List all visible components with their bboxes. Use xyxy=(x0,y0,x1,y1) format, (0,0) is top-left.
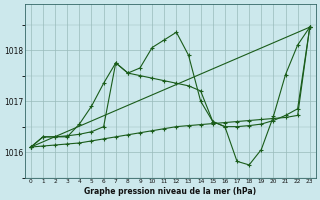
X-axis label: Graphe pression niveau de la mer (hPa): Graphe pression niveau de la mer (hPa) xyxy=(84,187,256,196)
